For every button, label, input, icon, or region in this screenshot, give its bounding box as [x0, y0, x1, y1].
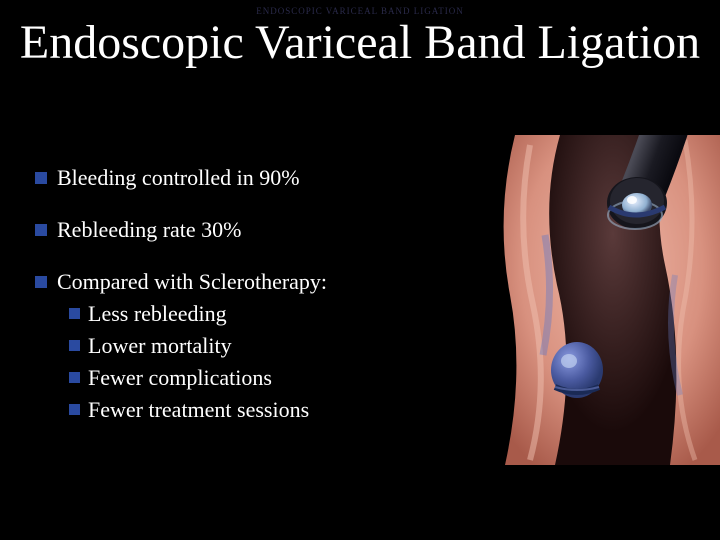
bullet-marker-icon [35, 172, 47, 184]
bullet-marker-icon [69, 404, 80, 415]
slide: ENDOSCOPIC VARICEAL BAND LIGATION Endosc… [0, 0, 720, 540]
sub-bullet-item: Less rebleeding [69, 301, 435, 327]
bullet-marker-icon [69, 372, 80, 383]
sub-bullet-text: Fewer complications [88, 365, 272, 391]
medical-illustration [485, 135, 720, 465]
sub-bullet-item: Fewer complications [69, 365, 435, 391]
bullet-text: Rebleeding rate 30% [57, 217, 242, 243]
faint-header: ENDOSCOPIC VARICEAL BAND LIGATION [256, 6, 464, 16]
bullet-text: Bleeding controlled in 90% [57, 165, 300, 191]
bullet-marker-icon [69, 340, 80, 351]
sub-bullet-text: Lower mortality [88, 333, 232, 359]
bullet-item: Rebleeding rate 30% [35, 217, 435, 243]
sub-bullet-item: Fewer treatment sessions [69, 397, 435, 423]
bullet-text: Compared with Sclerotherapy: [57, 269, 327, 295]
bullet-marker-icon [35, 276, 47, 288]
bullet-list: Bleeding controlled in 90% Rebleeding ra… [35, 165, 435, 429]
sub-bullet-text: Less rebleeding [88, 301, 227, 327]
sub-bullet-text: Fewer treatment sessions [88, 397, 309, 423]
bullet-marker-icon [69, 308, 80, 319]
sub-bullet-list: Less rebleeding Lower mortality Fewer co… [69, 301, 435, 423]
sub-bullet-item: Lower mortality [69, 333, 435, 359]
bullet-marker-icon [35, 224, 47, 236]
bullet-item: Compared with Sclerotherapy: [35, 269, 435, 295]
bullet-item: Bleeding controlled in 90% [35, 165, 435, 191]
